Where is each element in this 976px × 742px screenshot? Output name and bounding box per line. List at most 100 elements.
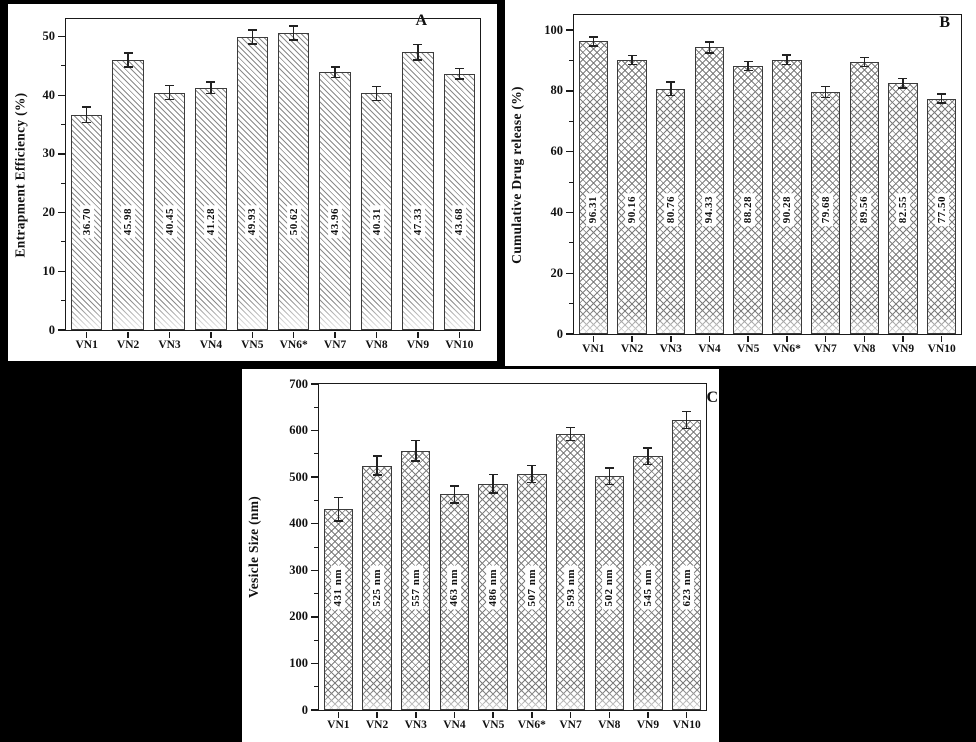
error-bar-cap-bottom (372, 474, 382, 476)
bar (888, 83, 918, 334)
error-bar-cap-top (627, 54, 637, 57)
y-axis-tick-label: 100 (544, 22, 563, 37)
bar (153, 92, 186, 330)
error-bar-cap-top (123, 52, 133, 54)
x-axis-tick (786, 336, 788, 342)
y-axis-minor-tick (314, 686, 318, 688)
error-bar-line (592, 36, 595, 46)
error-bar-cap-top (333, 496, 343, 499)
x-axis-tick (168, 332, 171, 338)
bar-value-label: 89.56 (857, 192, 872, 226)
y-axis-tick-label: 500 (289, 469, 308, 484)
error-bar-cap-top (821, 85, 831, 88)
error-bar-line (210, 81, 212, 94)
error-bar-line (940, 94, 943, 104)
error-bar-cap-top (488, 473, 498, 476)
y-axis-tick-label: 700 (289, 376, 308, 391)
x-axis-tick-label: VN9 (636, 719, 660, 731)
y-axis-tick-label: 200 (289, 609, 308, 624)
y-axis-tick (311, 662, 318, 665)
bar-value-label: 82.55 (895, 192, 911, 226)
error-bar-cap-top (643, 447, 653, 449)
x-axis-tick (453, 712, 456, 718)
error-bar-cap-bottom (859, 65, 869, 68)
y-axis-minor-tick (569, 303, 573, 305)
error-bar-line (292, 25, 295, 41)
bar-value-label: 80.76 (663, 192, 678, 226)
y-axis-minor-tick (61, 65, 65, 67)
x-axis-tick-label: VN7 (814, 343, 837, 355)
error-bar-cap-top (666, 81, 676, 83)
y-axis-minor-tick (569, 120, 573, 122)
x-axis-tick (902, 336, 904, 342)
x-axis-tick (670, 336, 672, 342)
x-axis-tick (531, 712, 533, 718)
bar (555, 433, 586, 710)
x-axis-tick-label: VN1 (582, 343, 605, 355)
error-bar-cap-top (527, 464, 537, 467)
x-axis-tick-label: VN9 (891, 343, 915, 355)
error-bar-line (458, 68, 461, 79)
y-axis-tick (311, 429, 318, 432)
bar (443, 73, 476, 330)
y-axis-tick (566, 29, 573, 31)
x-axis-tick (492, 712, 494, 718)
bar (671, 419, 702, 710)
y-axis-title: Entrapment Efficiency (%) (12, 92, 28, 257)
plot-area: 0 20 40 60 80 100 VN1 96.31 VN2 90.16 VN3 80.76 VN4 9… (544, 14, 962, 355)
bar-value-label: 36.70 (79, 204, 94, 238)
error-bar-cap-bottom (289, 39, 299, 41)
error-bar-cap-bottom (411, 460, 421, 462)
error-bar-cap-bottom (604, 483, 614, 486)
error-bar-cap-top (165, 84, 174, 87)
x-axis-tick (417, 332, 419, 338)
error-bar-cap-bottom (333, 520, 343, 522)
bar (694, 47, 725, 334)
bar-value-label: 88.28 (741, 192, 756, 226)
x-axis-tick-label: VN10 (445, 339, 474, 351)
error-bar-cap-bottom (488, 492, 498, 494)
bar (277, 32, 310, 330)
error-bar-cap-bottom (782, 63, 792, 66)
bar-value-label: 94.33 (702, 192, 717, 226)
y-axis-tick-label: 20 (550, 265, 564, 280)
x-axis-tick-label: VN7 (559, 719, 582, 731)
x-axis-tick-label: VN3 (404, 719, 427, 731)
bar (578, 41, 609, 334)
x-axis-tick-label: VN2 (116, 339, 140, 351)
y-axis-title: Vesicle Size (nm) (246, 495, 261, 599)
error-bar-line (863, 57, 865, 67)
bar-value-label: 41.28 (203, 204, 218, 238)
x-axis-tick-label: VN6* (517, 719, 546, 731)
x-axis-tick-label: VN2 (365, 719, 389, 731)
error-bar-cap-top (859, 56, 869, 59)
y-axis-tick-label: 0 (48, 322, 55, 337)
error-bar-cap-bottom (643, 463, 653, 466)
bar-value-label: 486 nm (486, 566, 501, 610)
y-axis-tick-label: 60 (550, 144, 564, 159)
y-axis-minor-tick (314, 453, 318, 455)
error-bar-cap-top (413, 43, 423, 46)
x-axis-tick (334, 332, 336, 338)
bar-value-label: 43.68 (452, 204, 467, 238)
y-axis-tick (58, 153, 65, 155)
y-axis-minor-tick (61, 300, 65, 302)
error-bar-line (334, 66, 336, 78)
y-axis-minor-tick (314, 639, 318, 641)
y-axis-tick-label: 600 (289, 423, 308, 438)
error-bar-line (168, 85, 171, 100)
panel-letter-label: A (415, 12, 427, 29)
error-bar-cap-top (82, 106, 92, 108)
bar (112, 60, 144, 330)
bar-value-label: 502 nm (602, 566, 617, 610)
y-axis-tick-label: 300 (289, 562, 308, 577)
y-axis-minor-tick (569, 181, 573, 183)
y-axis-title-container: Cumulative Drug release (%) (506, 14, 528, 335)
bar (926, 98, 957, 334)
y-axis-tick-label: 40 (550, 204, 564, 219)
y-axis-tick-label: 50 (42, 29, 56, 44)
y-axis-minor-tick (314, 546, 318, 548)
y-axis-tick-label: 0 (301, 702, 308, 717)
error-bar-cap-top (454, 67, 464, 70)
bar-value-label: 47.33 (410, 204, 425, 238)
